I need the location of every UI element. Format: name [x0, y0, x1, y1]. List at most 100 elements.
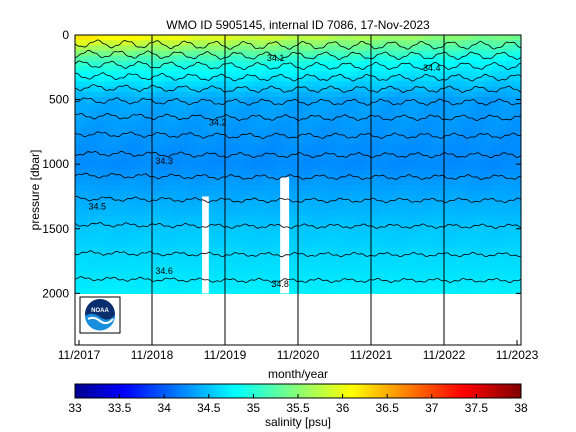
heatmap-cell [290, 164, 299, 170]
heatmap-cell [141, 164, 150, 170]
heatmap-cell [327, 210, 336, 217]
heatmap-cell [305, 35, 314, 41]
heatmap-cell [327, 102, 336, 108]
heatmap-cell [461, 190, 470, 196]
heatmap-cell [327, 262, 336, 269]
heatmap-cell [350, 283, 359, 289]
heatmap-cell [461, 117, 470, 124]
heatmap-cell [127, 241, 136, 248]
heatmap-cell [134, 133, 143, 139]
heatmap-cell [171, 159, 180, 165]
heatmap-cell [193, 128, 202, 134]
heatmap-cell [75, 257, 84, 263]
heatmap-cell [468, 60, 477, 67]
heatmap-cell [312, 262, 321, 269]
heatmap-cell [372, 215, 381, 222]
heatmap-cell [483, 252, 492, 258]
heatmap-cell [156, 91, 165, 98]
heatmap-cell [231, 148, 240, 155]
heatmap-cell [238, 267, 247, 274]
heatmap-cell [320, 102, 329, 108]
heatmap-cell [342, 148, 351, 155]
heatmap-cell [350, 159, 359, 165]
heatmap-cell [156, 241, 165, 248]
heatmap-cell [298, 133, 307, 139]
heatmap-cell [483, 86, 492, 93]
heatmap-cell [468, 76, 477, 83]
heatmap-cell [112, 174, 121, 181]
heatmap-cell [253, 71, 262, 77]
heatmap-cell [231, 195, 240, 201]
heatmap-cell [75, 76, 84, 83]
heatmap-cell [208, 184, 217, 191]
heatmap-cell [216, 283, 225, 289]
heatmap-cell [216, 221, 225, 227]
heatmap-cell [402, 102, 411, 108]
heatmap-cell [372, 107, 381, 114]
heatmap-cell [104, 117, 113, 124]
heatmap-cell [446, 226, 455, 232]
heatmap-cell [387, 205, 396, 212]
heatmap-cell [238, 226, 247, 232]
heatmap-cell [305, 143, 314, 150]
heatmap-cell [134, 215, 143, 222]
heatmap-cell [498, 267, 507, 274]
heatmap-cell [156, 179, 165, 186]
heatmap-cell [468, 267, 477, 274]
heatmap-cell [416, 45, 425, 52]
heatmap-cell [201, 159, 210, 165]
heatmap-cell [208, 107, 217, 114]
heatmap-cell [305, 71, 314, 77]
heatmap-cell [461, 241, 470, 248]
heatmap-cell [476, 153, 485, 160]
heatmap-cell [238, 272, 247, 279]
heatmap-cell [409, 184, 418, 191]
heatmap-cell [112, 102, 121, 108]
heatmap-cell [424, 128, 433, 134]
heatmap-cell [141, 117, 150, 124]
heatmap-cell [223, 174, 232, 181]
heatmap-cell [461, 179, 470, 186]
heatmap-cell [141, 272, 150, 279]
heatmap-cell [75, 215, 84, 222]
heatmap-cell [431, 138, 440, 145]
heatmap-cell [439, 45, 448, 52]
heatmap-cell [298, 184, 307, 191]
heatmap-cell [283, 71, 292, 77]
heatmap-cell [179, 288, 188, 294]
heatmap-cell [127, 91, 136, 98]
heatmap-cell [186, 200, 195, 207]
heatmap-cell [156, 153, 165, 160]
heatmap-cell [305, 128, 314, 134]
heatmap-cell [298, 262, 307, 269]
heatmap-cell [112, 112, 121, 119]
heatmap-cell [498, 226, 507, 232]
heatmap-cell [357, 205, 366, 212]
heatmap-cell [342, 169, 351, 176]
heatmap-cell [364, 138, 373, 145]
heatmap-cell [431, 66, 440, 72]
heatmap-cell [127, 107, 136, 114]
heatmap-cell [112, 179, 121, 186]
heatmap-cell [483, 71, 492, 77]
heatmap-cell [461, 164, 470, 170]
heatmap-cell [164, 117, 173, 124]
heatmap-cell [82, 86, 91, 93]
heatmap-cell [364, 210, 373, 217]
heatmap-cell [171, 283, 180, 289]
heatmap-cell [89, 231, 98, 238]
heatmap-cell [461, 138, 470, 145]
heatmap-cell [424, 71, 433, 77]
heatmap-cell [245, 159, 254, 165]
heatmap-cell [260, 272, 269, 279]
heatmap-cell [82, 153, 91, 160]
heatmap-cell [223, 179, 232, 186]
heatmap-cell [476, 262, 485, 269]
heatmap-cell [402, 221, 411, 227]
heatmap-cell [312, 288, 321, 294]
heatmap-cell [275, 226, 284, 232]
heatmap-cell [498, 283, 507, 289]
heatmap-cell [394, 35, 403, 41]
heatmap-cell [75, 133, 84, 139]
heatmap-cell [253, 272, 262, 279]
